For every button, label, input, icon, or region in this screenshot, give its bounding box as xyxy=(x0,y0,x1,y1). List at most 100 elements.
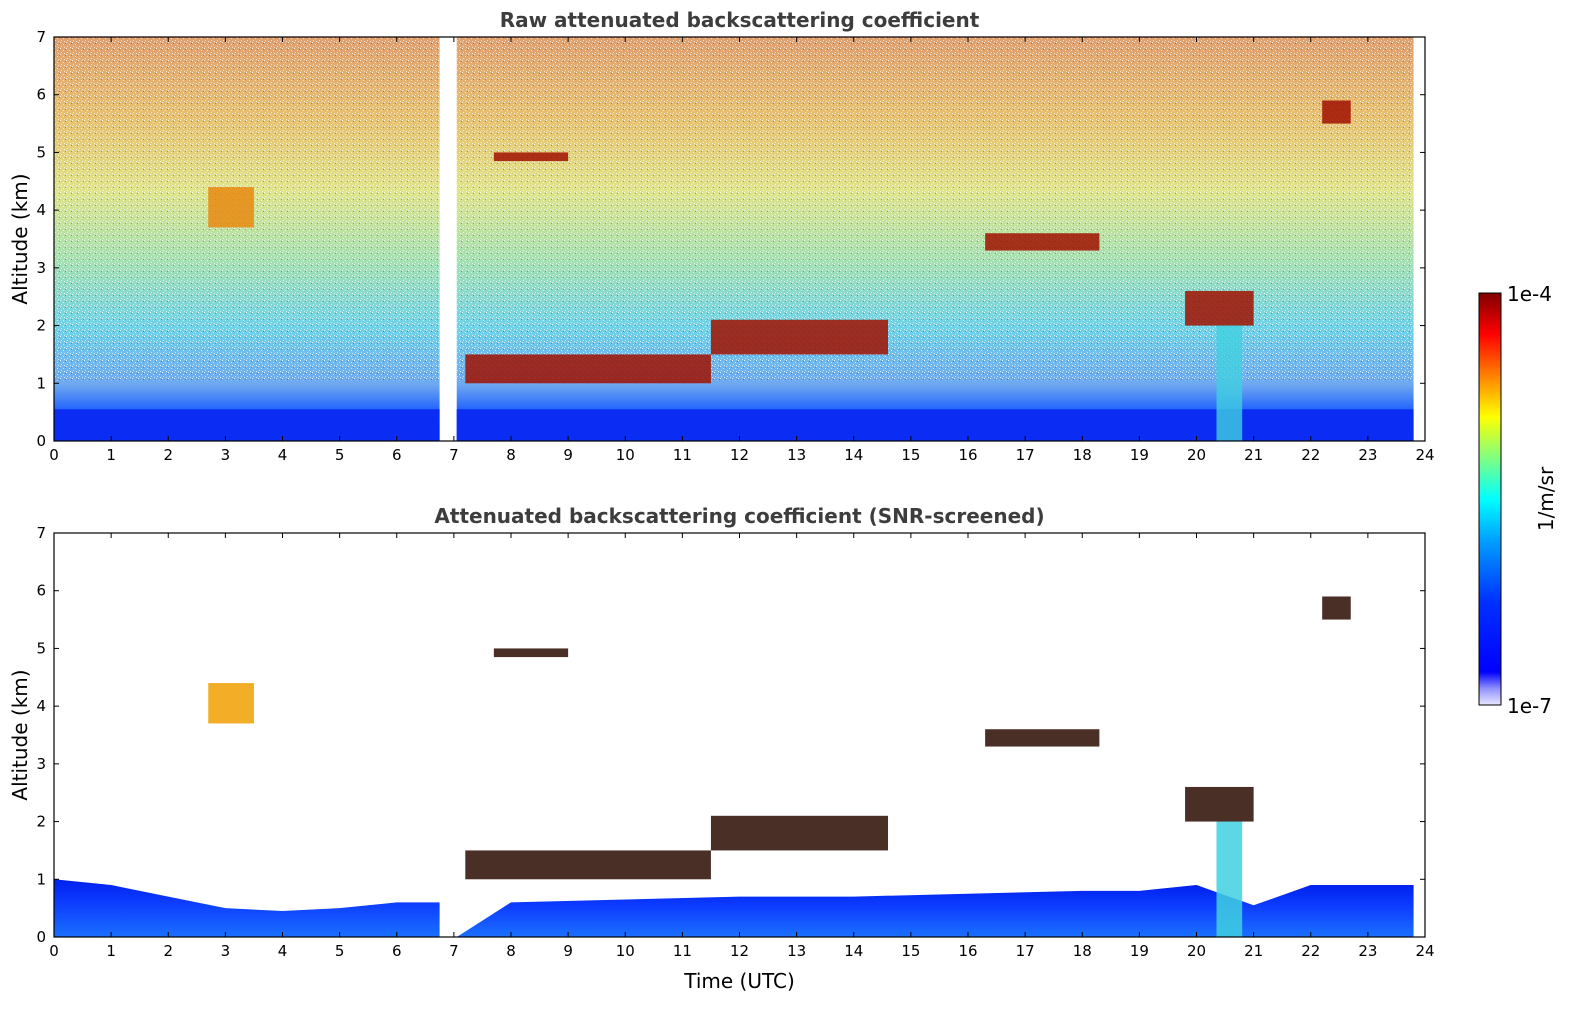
panel2-heatmap xyxy=(54,596,1414,937)
x-tick-label: 19 xyxy=(1130,942,1149,960)
x-tick-label: 4 xyxy=(278,446,288,464)
x-tick-label: 9 xyxy=(563,446,573,464)
x-tick-label: 20 xyxy=(1187,446,1206,464)
raw-backscatter-panel: Raw attenuated backscattering coefficien… xyxy=(8,8,1435,464)
x-tick-label: 17 xyxy=(1016,942,1035,960)
x-tick-label: 13 xyxy=(787,942,806,960)
colorbar-min-label: 1e-7 xyxy=(1507,694,1552,718)
x-tick-label: 6 xyxy=(392,942,402,960)
colorbar-gradient xyxy=(1478,292,1502,706)
y-tick-label: 0 xyxy=(36,928,46,946)
y-tick-label: 3 xyxy=(36,755,46,773)
x-tick-label: 13 xyxy=(787,446,806,464)
x-tick-label: 5 xyxy=(335,942,345,960)
x-tick-label: 11 xyxy=(673,942,692,960)
x-tick-label: 12 xyxy=(730,446,749,464)
raw-near-surface-layer xyxy=(54,409,440,441)
y-tick-label: 6 xyxy=(36,86,46,104)
colorbar-unit-label: 1/m/sr xyxy=(1534,466,1558,531)
x-tick-label: 3 xyxy=(221,942,231,960)
cloud-layer xyxy=(465,850,711,880)
x-tick-label: 0 xyxy=(49,446,59,464)
panel1-title: Raw attenuated backscattering coefficien… xyxy=(500,8,980,32)
cloud-layer xyxy=(465,354,711,384)
y-tick-label: 1 xyxy=(36,870,46,888)
y-tick-label: 4 xyxy=(36,201,46,219)
x-tick-label: 7 xyxy=(449,446,459,464)
x-tick-label: 2 xyxy=(163,942,173,960)
x-tick-label: 2 xyxy=(163,446,173,464)
y-tick-label: 2 xyxy=(36,813,46,831)
cloud-layer xyxy=(710,815,889,851)
cloud-layer xyxy=(1322,100,1351,124)
x-tick-label: 8 xyxy=(506,446,516,464)
x-tick-label: 22 xyxy=(1301,942,1320,960)
boundary-layer-segment xyxy=(456,885,1414,937)
x-tick-label: 10 xyxy=(616,942,635,960)
x-tick-label: 17 xyxy=(1016,446,1035,464)
y-tick-label: 5 xyxy=(36,143,46,161)
cloud-layer xyxy=(1185,786,1254,822)
x-tick-label: 23 xyxy=(1358,446,1377,464)
y-tick-label: 1 xyxy=(36,374,46,392)
x-tick-label: 7 xyxy=(449,942,459,960)
panel1-heatmap xyxy=(54,37,1414,441)
x-tick-label: 16 xyxy=(958,446,977,464)
x-tick-label: 1 xyxy=(106,942,116,960)
x-tick-label: 11 xyxy=(673,446,692,464)
panel1-y-label: Altitude (km) xyxy=(8,173,32,304)
y-tick-label: 7 xyxy=(36,524,46,542)
x-tick-label: 12 xyxy=(730,942,749,960)
x-tick-label: 0 xyxy=(49,942,59,960)
cloud-layer xyxy=(208,187,254,228)
x-tick-label: 22 xyxy=(1301,446,1320,464)
x-tick-label: 14 xyxy=(844,942,863,960)
raw-near-surface-layer xyxy=(456,409,1414,441)
x-tick-label: 21 xyxy=(1244,942,1263,960)
colorbar: 1e-4 1e-7 1/m/sr xyxy=(1478,282,1558,718)
x-tick-label: 24 xyxy=(1415,446,1434,464)
x-tick-label: 18 xyxy=(1073,942,1092,960)
cloud-layer xyxy=(1322,596,1351,620)
x-tick-label: 20 xyxy=(1187,942,1206,960)
x-tick-label: 14 xyxy=(844,446,863,464)
x-tick-label: 15 xyxy=(901,446,920,464)
raw-noise-segment xyxy=(456,37,1414,381)
cloud-layer xyxy=(710,319,889,355)
x-tick-label: 21 xyxy=(1244,446,1263,464)
x-tick-label: 6 xyxy=(392,446,402,464)
x-tick-label: 24 xyxy=(1415,942,1434,960)
y-tick-label: 4 xyxy=(36,697,46,715)
panel2-x-ticks: 0 1 2 3 4 5 6 7 8 9 10 11 12 13 14 15 16 17 18 19 20 21 22 23 24 xyxy=(49,533,1435,960)
x-tick-label: 1 xyxy=(106,446,116,464)
panel1-x-ticks: 0 1 2 3 4 5 6 7 8 9 10 11 12 13 14 15 16 17 18 19 20 21 22 23 24 xyxy=(49,37,1435,464)
y-tick-label: 7 xyxy=(36,28,46,46)
x-tick-label: 23 xyxy=(1358,942,1377,960)
snr-screened-panel: Attenuated backscattering coefficient (S… xyxy=(8,504,1435,993)
y-tick-label: 2 xyxy=(36,317,46,335)
panel1-y-ticks: 0 1 2 3 4 5 6 7 xyxy=(36,28,1425,450)
cloud-layer xyxy=(1185,290,1254,326)
cloud-layer xyxy=(208,683,254,724)
y-tick-label: 5 xyxy=(36,639,46,657)
boundary-layer-segment xyxy=(54,879,440,937)
x-tick-label: 8 xyxy=(506,942,516,960)
x-tick-label: 15 xyxy=(901,942,920,960)
x-tick-label: 9 xyxy=(563,942,573,960)
y-tick-label: 3 xyxy=(36,259,46,277)
y-tick-label: 6 xyxy=(36,582,46,600)
cloud-layer xyxy=(493,152,569,162)
cloud-layer xyxy=(985,729,1100,747)
precipitation-column xyxy=(1216,325,1243,441)
colorbar-max-label: 1e-4 xyxy=(1507,282,1552,306)
x-tick-label: 10 xyxy=(616,446,635,464)
cloud-layer xyxy=(985,233,1100,251)
x-tick-label: 5 xyxy=(335,446,345,464)
cloud-layer xyxy=(493,648,569,658)
precipitation-column xyxy=(1216,821,1243,937)
x-tick-label: 19 xyxy=(1130,446,1149,464)
x-tick-label: 4 xyxy=(278,942,288,960)
x-tick-label: 16 xyxy=(958,942,977,960)
x-tick-label: 18 xyxy=(1073,446,1092,464)
